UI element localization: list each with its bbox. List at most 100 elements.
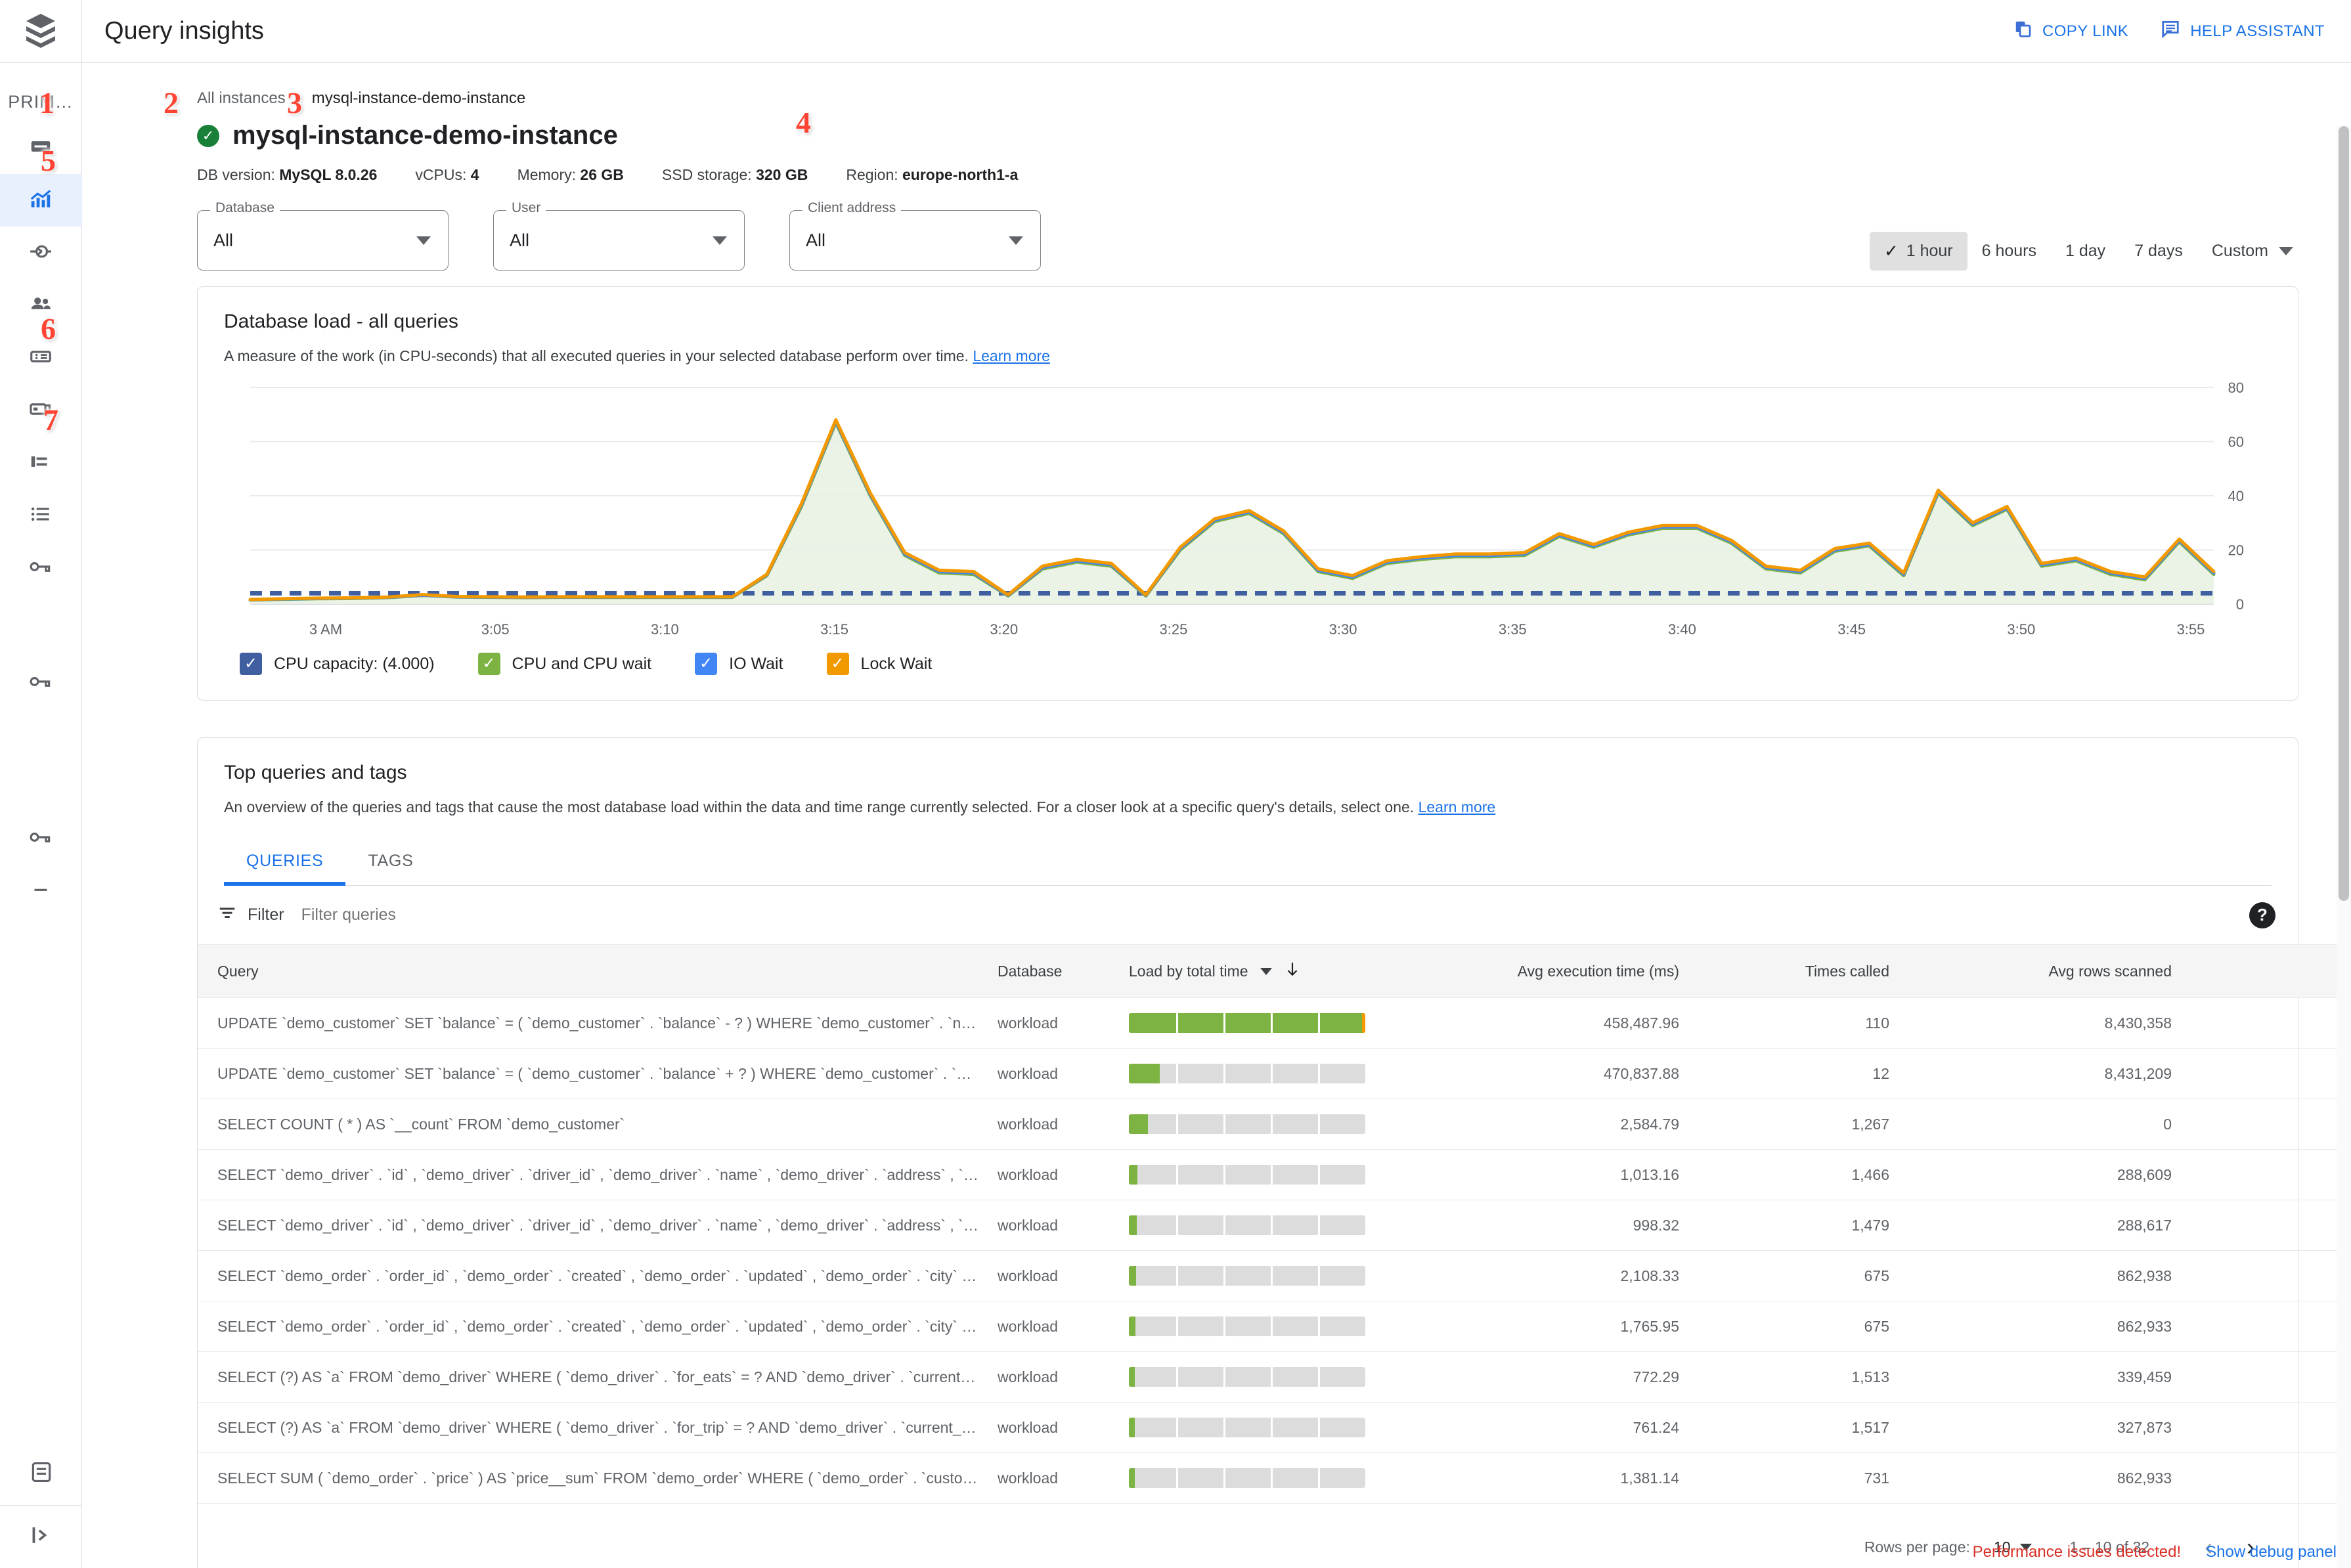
sidebar-item-operations[interactable] — [0, 489, 82, 542]
show-debug-panel-link[interactable]: Show debug panel — [2206, 1543, 2337, 1561]
chevron-down-icon — [1009, 236, 1023, 245]
table-row[interactable]: SELECT (?) AS `a` FROM `demo_driver` WHE… — [198, 1351, 2351, 1403]
sidebar-item-certificates[interactable] — [0, 812, 82, 865]
legend-io-wait[interactable]: ✓ IO Wait — [695, 653, 783, 675]
footer-status: Performance issues detected! Show debug … — [1973, 1543, 2337, 1561]
sidebar-item-connections[interactable] — [0, 227, 82, 279]
cell-times-called: 1,267 — [1702, 1099, 1912, 1150]
client-address-filter[interactable]: Client address All — [789, 200, 1041, 271]
left-nav-rail: PRIM… — [0, 0, 82, 1568]
cell-database: workload — [979, 1099, 1110, 1150]
x-axis-tick-355: 3:55 — [2177, 621, 2205, 638]
cell-avg-rows-returned: 1 — [2194, 1200, 2351, 1251]
cell-load — [1110, 1200, 1393, 1251]
time-range-1-hour[interactable]: ✓ 1 hour — [1869, 232, 1967, 271]
next-page-button[interactable]: › — [2247, 1533, 2254, 1560]
col-header-database[interactable]: Database — [979, 944, 1110, 998]
sidebar-item-release-notes[interactable] — [0, 1442, 82, 1505]
table-row[interactable]: SELECT `demo_driver` . `id` , `demo_driv… — [198, 1200, 2351, 1251]
cell-query: SELECT `demo_driver` . `id` , `demo_driv… — [198, 1200, 979, 1251]
col-header-avg-execution-time[interactable]: Avg execution time (ms) — [1393, 944, 1702, 998]
sidebar-item-security[interactable] — [0, 542, 82, 594]
rows-per-page-select[interactable]: 10 — [1994, 1538, 2032, 1556]
time-range-7-days[interactable]: 7 days — [2134, 242, 2183, 260]
cell-database: workload — [979, 997, 1110, 1049]
col-header-load[interactable]: Load by total time — [1110, 944, 1393, 998]
operations-icon — [28, 502, 53, 530]
previous-page-button[interactable]: ‹ — [2205, 1533, 2212, 1560]
load-bar — [1129, 1418, 1365, 1437]
load-bar — [1129, 1367, 1365, 1387]
status-check-icon: ✓ — [197, 124, 219, 147]
cell-avg-rows-scanned: 8,431,209 — [1912, 1048, 2194, 1099]
user-filter[interactable]: User All — [493, 200, 745, 271]
cell-load — [1110, 1402, 1393, 1453]
col-header-avg-rows-scanned[interactable]: Avg rows scanned — [1912, 944, 2194, 998]
tab-tags[interactable]: TAGS — [368, 852, 414, 870]
col-header-times-called[interactable]: Times called — [1702, 944, 1912, 998]
sidebar-item-query-insights[interactable] — [0, 174, 82, 227]
series-area-cpu-and-cpu-wait — [250, 422, 2214, 604]
table-row[interactable]: SELECT (?) AS `a` FROM `demo_driver` WHE… — [198, 1402, 2351, 1453]
sidebar-item-replicas[interactable] — [0, 437, 82, 489]
checkbox-cpu-capacity[interactable]: ✓ — [240, 653, 262, 675]
table-row[interactable]: UPDATE `demo_customer` SET `balance` = (… — [198, 1048, 2351, 1099]
sidebar-item-backups[interactable] — [0, 384, 82, 437]
table-row[interactable]: SELECT COUNT ( * ) AS `__count` FROM `de… — [198, 1099, 2351, 1150]
x-axis-tick-345: 3:45 — [1837, 621, 1866, 638]
table-row[interactable]: UPDATE `demo_customer` SET `balance` = (… — [198, 997, 2351, 1049]
page-title: Query insights — [104, 17, 264, 45]
checkbox-lock-wait[interactable]: ✓ — [826, 653, 849, 675]
chart-legend: ✓ CPU capacity: (4.000) ✓ CPU and CPU wa… — [240, 653, 2272, 675]
scrollbar-thumb[interactable] — [2339, 126, 2349, 901]
top-queries-table: Query Database Load by total time — [198, 944, 2351, 1504]
time-range-custom[interactable]: Custom — [2197, 232, 2298, 270]
breadcrumb-all-instances[interactable]: All instances — [197, 89, 286, 107]
cell-query: SELECT COUNT ( * ) AS `__count` FROM `de… — [198, 1099, 979, 1150]
col-header-query[interactable]: Query — [198, 944, 979, 998]
product-logo[interactable] — [0, 0, 82, 63]
sidebar-item-overview[interactable] — [0, 121, 82, 174]
table-row[interactable]: SELECT SUM ( `demo_order` . `price` ) AS… — [198, 1452, 2351, 1504]
time-range-6-hours[interactable]: 6 hours — [1981, 242, 2037, 260]
load-bar — [1129, 1064, 1365, 1083]
filter-selects: Database All User All — [197, 200, 1041, 271]
cell-load — [1110, 1301, 1393, 1352]
filter-button[interactable]: Filter — [217, 903, 284, 927]
filter-queries-input[interactable] — [299, 905, 760, 925]
table-row[interactable]: SELECT `demo_order` . `order_id` , `demo… — [198, 1301, 2351, 1352]
cell-database: workload — [979, 1351, 1110, 1403]
legend-cpu-and-cpu-wait[interactable]: ✓ CPU and CPU wait — [477, 653, 651, 675]
cell-avg-rows-returned: 0 — [2194, 1250, 2351, 1301]
filters-row: Database All User All — [197, 200, 2298, 271]
x-axis-tick-330: 3:30 — [1329, 621, 1357, 638]
sidebar-item-databases[interactable] — [0, 332, 82, 384]
database-filter[interactable]: Database All — [197, 200, 449, 271]
minimize-icon — [28, 877, 53, 905]
sidebar-item-keys[interactable] — [0, 657, 82, 709]
time-range-1-day[interactable]: 1 day — [2065, 242, 2106, 260]
legend-lock-wait[interactable]: ✓ Lock Wait — [826, 653, 932, 675]
tab-queries[interactable]: QUERIES — [224, 838, 346, 886]
instance-name: mysql-instance-demo-instance — [232, 121, 618, 150]
sidebar-item-expand-panel[interactable] — [0, 1505, 82, 1568]
help-icon[interactable]: ? — [2249, 902, 2275, 928]
help-assistant-button[interactable]: HELP ASSISTANT — [2160, 19, 2325, 43]
table-row[interactable]: SELECT `demo_driver` . `id` , `demo_driv… — [198, 1149, 2351, 1200]
col-header-avg-rows-returned[interactable]: Avg rows returned — [2194, 944, 2351, 998]
checkbox-io-wait[interactable]: ✓ — [695, 653, 718, 675]
copy-link-button[interactable]: COPY LINK — [2013, 19, 2128, 43]
y-axis-tick-60: 60 — [2228, 434, 2244, 450]
cell-avg-rows-scanned: 288,617 — [1912, 1200, 2194, 1251]
legend-cpu-capacity[interactable]: ✓ CPU capacity: (4.000) — [240, 653, 435, 675]
meta-value-memory: 26 GB — [580, 166, 624, 183]
database-load-learn-more-link[interactable]: Learn more — [973, 347, 1050, 364]
database-load-chart[interactable]: 0 20 40 60 80 3 AM 3:05 3:10 3:15 3:20 3:25 3:30 3:3… — [224, 381, 2272, 643]
top-queries-learn-more-link[interactable]: Learn more — [1418, 798, 1496, 816]
checkbox-cpu-and-cpu-wait[interactable]: ✓ — [477, 653, 500, 675]
sidebar-item-collapse[interactable] — [0, 865, 82, 917]
sidebar-item-users[interactable] — [0, 279, 82, 332]
cell-avg-rows-scanned: 327,873 — [1912, 1402, 2194, 1453]
table-row[interactable]: SELECT `demo_order` . `order_id` , `demo… — [198, 1250, 2351, 1301]
vertical-scrollbar[interactable] — [2337, 126, 2351, 1568]
